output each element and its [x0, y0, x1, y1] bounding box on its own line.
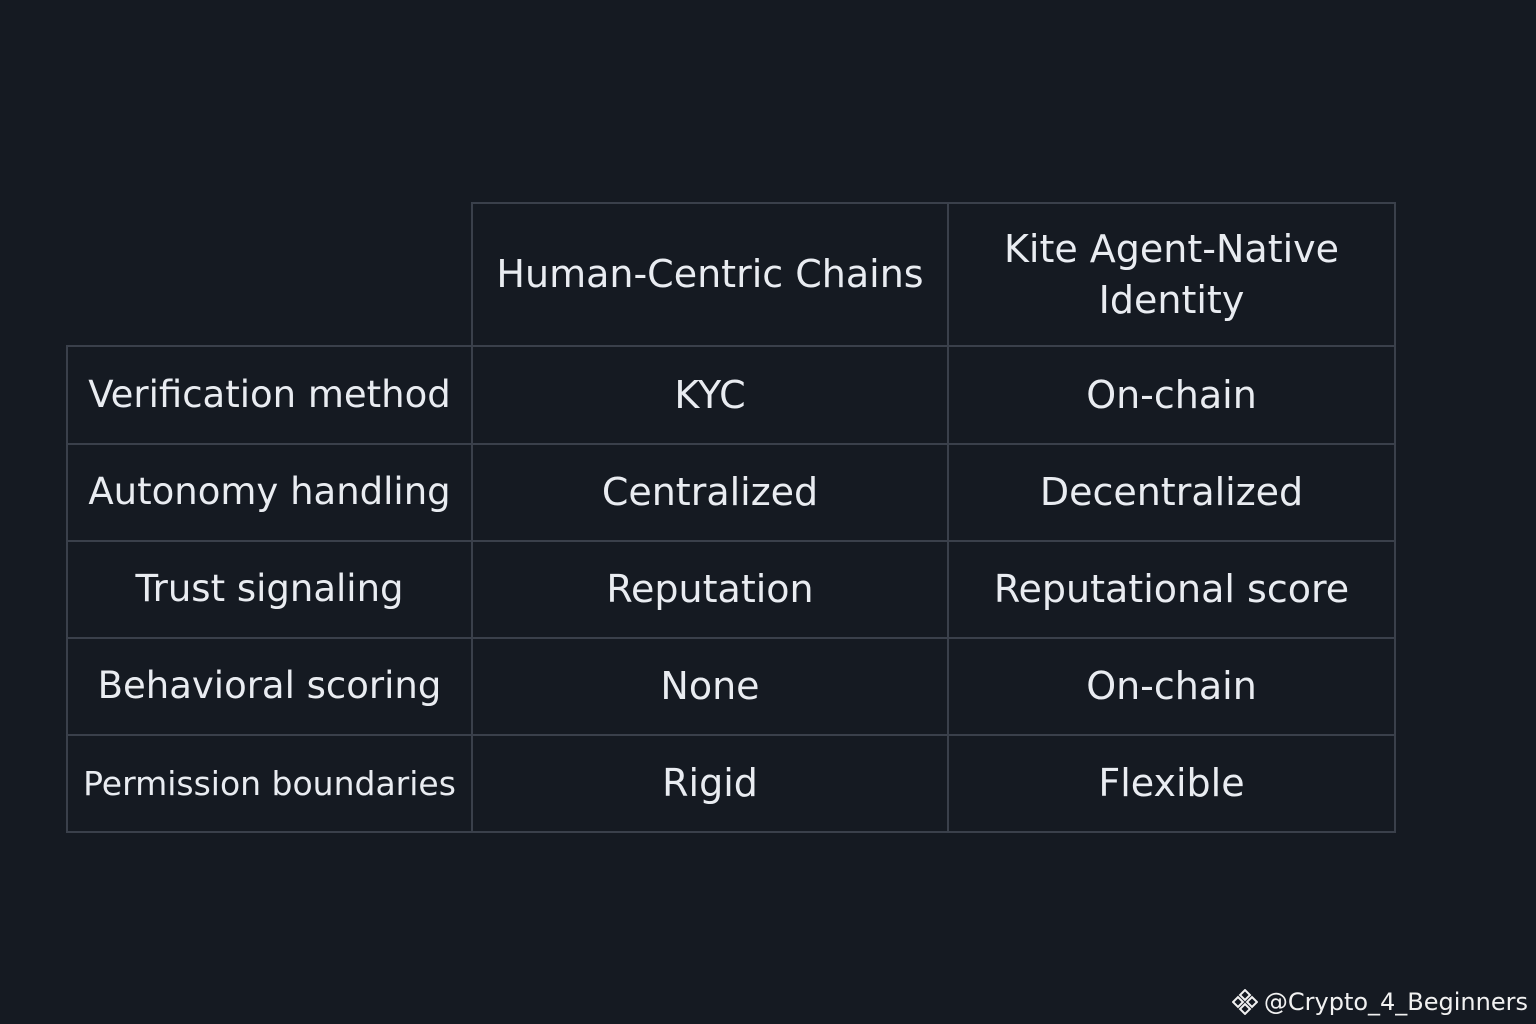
row-label-trust-signaling: Trust signaling: [66, 540, 473, 639]
cell-value: KYC: [674, 372, 746, 417]
cell-value: Decentralized: [1039, 470, 1304, 515]
table-cell: Flexible: [947, 734, 1396, 833]
column-header-label: Kite Agent-Native Identity: [1003, 227, 1340, 322]
table-cell: Reputation: [471, 540, 949, 639]
table-cell: Reputational score: [947, 540, 1396, 639]
row-label: Verification method: [88, 372, 451, 416]
table-corner-empty: [66, 202, 472, 346]
row-label-behavioral-scoring: Behavioral scoring: [66, 637, 473, 736]
cell-value: Reputational score: [993, 567, 1350, 612]
table-cell: On-chain: [947, 637, 1396, 736]
cell-value: None: [660, 664, 760, 709]
watermark-handle: @Crypto_4_Beginners: [1263, 988, 1528, 1016]
watermark: @Crypto_4_Beginners: [1231, 988, 1528, 1016]
column-header-kite-agent-native: Kite Agent-Native Identity: [947, 202, 1396, 347]
column-header-human-centric: Human-Centric Chains: [471, 202, 949, 347]
row-label-permission-boundaries: Permission boundaries: [66, 734, 473, 833]
cell-value: Centralized: [601, 470, 819, 515]
row-label: Permission boundaries: [83, 763, 456, 803]
table-cell: On-chain: [947, 345, 1396, 445]
cell-value: Reputation: [606, 567, 814, 612]
table-cell: Decentralized: [947, 443, 1396, 542]
table-cell: None: [471, 637, 949, 736]
row-label: Autonomy handling: [88, 470, 451, 514]
table-cell: Rigid: [471, 734, 949, 833]
row-label: Behavioral scoring: [97, 664, 442, 708]
table-cell: Centralized: [471, 443, 949, 542]
cell-value: On-chain: [1086, 372, 1257, 417]
cell-value: Rigid: [662, 761, 758, 806]
table-cell: KYC: [471, 345, 949, 445]
row-label-autonomy-handling: Autonomy handling: [66, 443, 473, 542]
column-header-label: Human-Centric Chains: [496, 252, 924, 297]
cell-value: Flexible: [1098, 761, 1245, 806]
binance-diamond-icon: [1231, 989, 1258, 1015]
row-label-verification-method: Verification method: [66, 345, 473, 445]
row-label: Trust signaling: [135, 567, 404, 611]
cell-value: On-chain: [1086, 664, 1257, 709]
comparison-table: Human-Centric Chains Kite Agent-Native I…: [66, 202, 1396, 833]
